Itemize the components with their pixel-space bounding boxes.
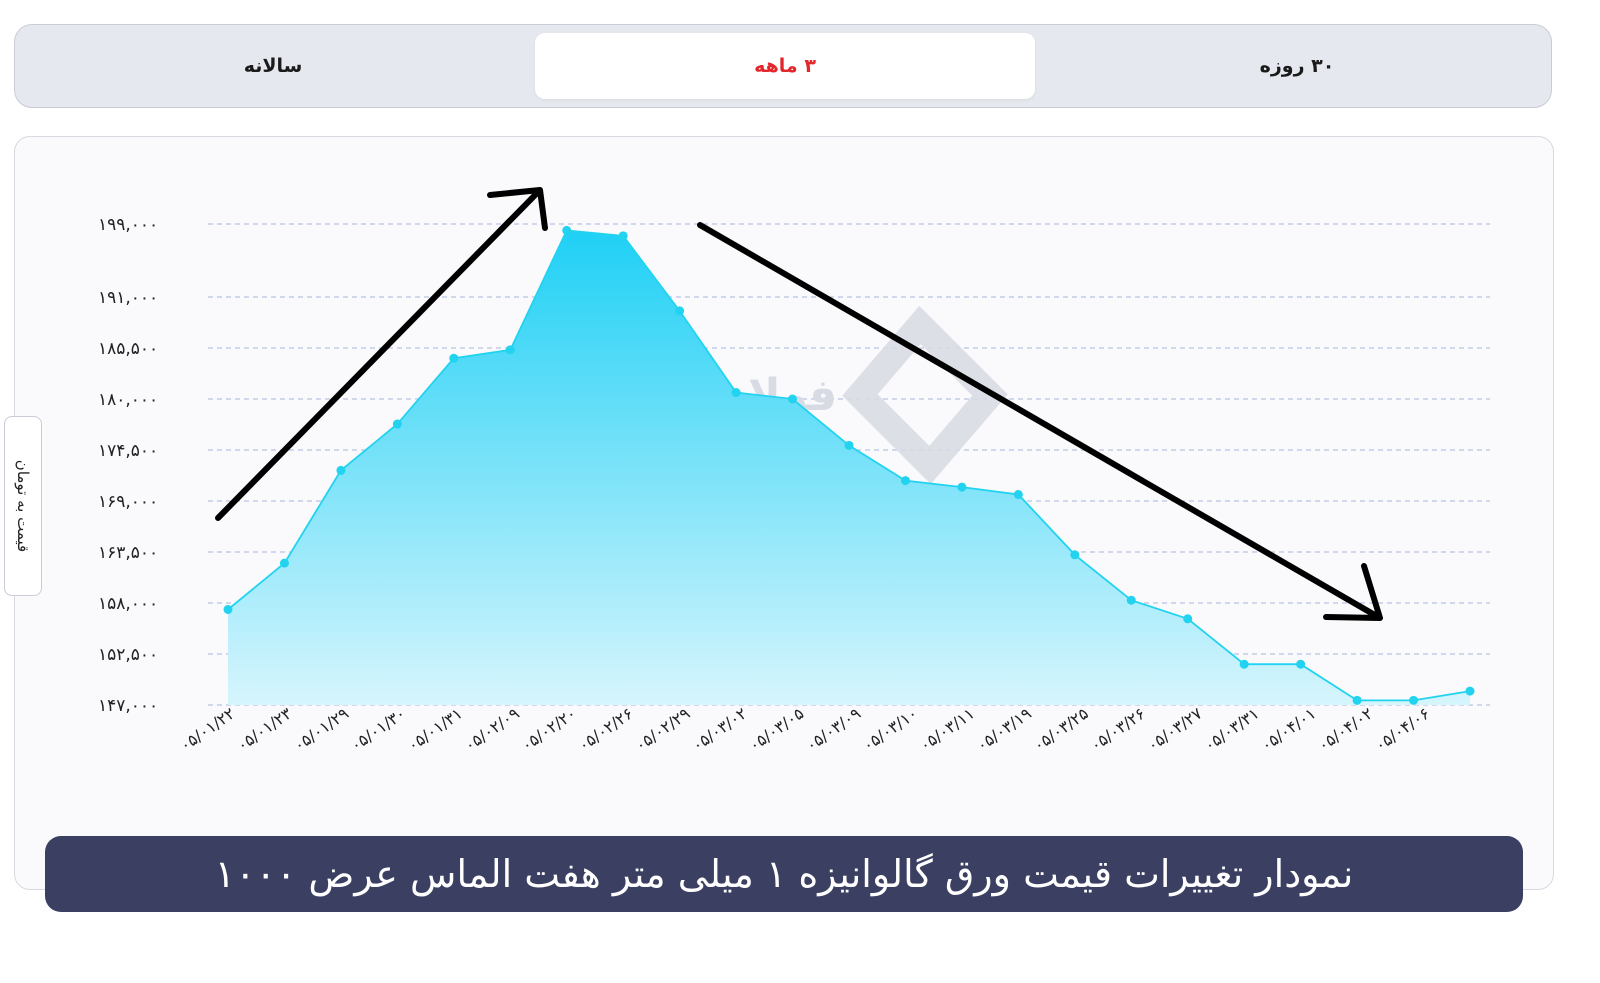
data-point[interactable] <box>223 604 233 614</box>
data-point[interactable] <box>957 482 967 492</box>
x-tick-label: ۰۵/۰۱/۲۹ <box>290 704 352 755</box>
x-tick-label: ۰۵/۰۱/۲۳ <box>233 703 295 755</box>
y-tick-label: ۱۸۰,۰۰۰ <box>98 390 158 410</box>
chart-title: نمودار تغییرات قیمت ورق گالوانیزه ۱ میلی… <box>214 852 1354 896</box>
x-tick-label: ۰۵/۰۳/۰۲ <box>688 704 750 755</box>
chart-title-bar: نمودار تغییرات قیمت ورق گالوانیزه ۱ میلی… <box>45 836 1523 912</box>
data-point[interactable] <box>675 306 685 316</box>
x-tick-label: ۰۵/۰۱/۳۰ <box>347 704 409 755</box>
y-tick-label: ۱۸۵,۵۰۰ <box>98 339 158 359</box>
data-point[interactable] <box>1409 695 1419 705</box>
x-tick-label: ۰۵/۰۴/۰۲ <box>1314 704 1376 755</box>
data-point[interactable] <box>618 231 628 241</box>
x-tick-label: ۰۵/۰۲/۲۹ <box>632 704 694 755</box>
x-tick-label: ۰۵/۰۳/۳۱ <box>1201 704 1263 755</box>
data-point[interactable] <box>1352 695 1362 705</box>
data-point[interactable] <box>336 465 346 475</box>
y-tick-label: ۱۶۳,۵۰۰ <box>98 543 158 563</box>
data-point[interactable] <box>392 419 402 429</box>
data-point[interactable] <box>1239 659 1249 669</box>
y-axis-label: قیمت به تومان <box>14 459 32 553</box>
data-point[interactable] <box>1126 595 1136 605</box>
y-tick-label: ۱۵۸,۰۰۰ <box>98 594 158 614</box>
x-tick-label: ۰۵/۰۲/۲۶ <box>575 704 637 755</box>
data-point[interactable] <box>788 394 798 404</box>
x-tick-label: ۰۵/۰۳/۲۶ <box>1087 704 1149 755</box>
y-axis-label-box: قیمت به تومان <box>4 416 42 596</box>
trend-arrows <box>215 187 1383 621</box>
data-point[interactable] <box>505 345 515 355</box>
tab-yearly[interactable]: سالانه <box>243 55 303 77</box>
data-point[interactable] <box>1013 490 1023 500</box>
x-tick-label: ۰۵/۰۴/۰۱ <box>1257 704 1319 755</box>
x-tick-label: ۰۵/۰۲/۲۰ <box>518 704 580 755</box>
x-axis-ticks: ۰۵/۰۱/۲۲۰۵/۰۱/۲۳۰۵/۰۱/۲۹۰۵/۰۱/۳۰۰۵/۰۱/۳۱… <box>176 703 1433 755</box>
data-point[interactable] <box>1070 550 1080 560</box>
y-tick-label: ۱۹۹,۰۰۰ <box>98 215 158 235</box>
x-tick-label: ۰۵/۰۳/۱۱ <box>916 704 978 755</box>
x-tick-label: ۰۵/۰۱/۲۲ <box>176 704 238 755</box>
up-trend-arrow-icon <box>215 187 548 521</box>
x-tick-label: ۰۵/۰۳/۰۵ <box>745 704 807 755</box>
data-points <box>223 225 1475 705</box>
price-area <box>228 230 1470 705</box>
x-tick-label: ۰۵/۰۳/۲۵ <box>1030 704 1092 755</box>
y-axis-ticks: ۱۴۷,۰۰۰ ۱۵۲,۵۰۰ ۱۵۸,۰۰۰ ۱۶۳,۵۰۰ ۱۶۹,۰۰۰ ۱۷۴,۵… <box>98 215 158 716</box>
data-point[interactable] <box>1296 659 1306 669</box>
data-point[interactable] <box>1465 686 1475 696</box>
x-tick-label: ۰۵/۰۱/۳۱ <box>404 704 466 755</box>
tab-30-day[interactable]: ۳۰ روزه <box>1259 55 1335 77</box>
x-tick-label: ۰۵/۰۳/۲۷ <box>1144 703 1206 755</box>
down-trend-arrow-icon <box>697 222 1383 621</box>
x-tick-label: ۰۵/۰۲/۰۹ <box>461 704 523 755</box>
watermark-logo-icon <box>842 305 1008 485</box>
data-point[interactable] <box>562 225 572 235</box>
y-tick-label: ۱۶۹,۰۰۰ <box>98 492 158 512</box>
data-point[interactable] <box>900 476 910 486</box>
x-tick-label: ۰۵/۰۳/۱۹ <box>973 704 1035 755</box>
y-tick-label: ۱۴۷,۰۰۰ <box>98 696 158 716</box>
data-point[interactable] <box>279 558 289 568</box>
data-point[interactable] <box>731 388 741 398</box>
tab-3-month[interactable]: ۳ ماهه <box>535 33 1035 99</box>
x-tick-label: ۰۵/۰۳/۱۰ <box>859 704 921 755</box>
data-point[interactable] <box>449 353 459 363</box>
y-tick-label: ۱۹۱,۰۰۰ <box>98 288 158 308</box>
x-tick-label: ۰۵/۰۴/۰۶ <box>1371 704 1433 755</box>
data-point[interactable] <box>844 440 854 450</box>
y-tick-label: ۱۷۴,۵۰۰ <box>98 441 158 461</box>
y-tick-label: ۱۵۲,۵۰۰ <box>98 645 158 665</box>
x-tick-label: ۰۵/۰۳/۰۹ <box>802 704 864 755</box>
data-point[interactable] <box>1183 614 1193 624</box>
period-tabs: سالانه ۳ ماهه ۳۰ روزه <box>14 24 1552 108</box>
